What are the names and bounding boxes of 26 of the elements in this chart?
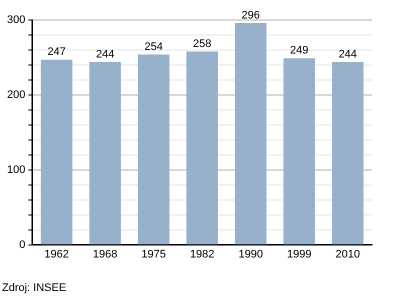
x-tick-label: 1990 (238, 248, 263, 260)
x-tick-label: 1968 (92, 248, 118, 260)
x-tick-label: 1975 (141, 248, 166, 260)
bar (332, 62, 364, 244)
bar (186, 51, 218, 244)
bar (40, 60, 72, 244)
bar (234, 23, 266, 244)
x-tick-label: 1982 (190, 248, 214, 260)
data-label: 249 (290, 44, 308, 57)
x-tick-label: 1999 (286, 248, 312, 260)
y-tick-label: 200 (6, 88, 26, 101)
data-label: 296 (242, 10, 260, 22)
x-tick-label: 1962 (44, 248, 69, 260)
data-label: 254 (144, 41, 163, 53)
data-label: 244 (96, 48, 114, 60)
text: Zdroj: INSEE (2, 282, 68, 294)
data-label: 244 (338, 48, 357, 60)
bar (89, 62, 121, 244)
x-tick-label: 2010 (335, 248, 360, 260)
data-label: 247 (47, 46, 66, 58)
bar (283, 58, 315, 244)
y-tick-label: 0 (19, 238, 26, 251)
bar (138, 54, 170, 244)
y-tick-label: 300 (6, 14, 26, 26)
y-tick-label: 100 (6, 164, 26, 176)
data-label: 258 (192, 38, 212, 50)
